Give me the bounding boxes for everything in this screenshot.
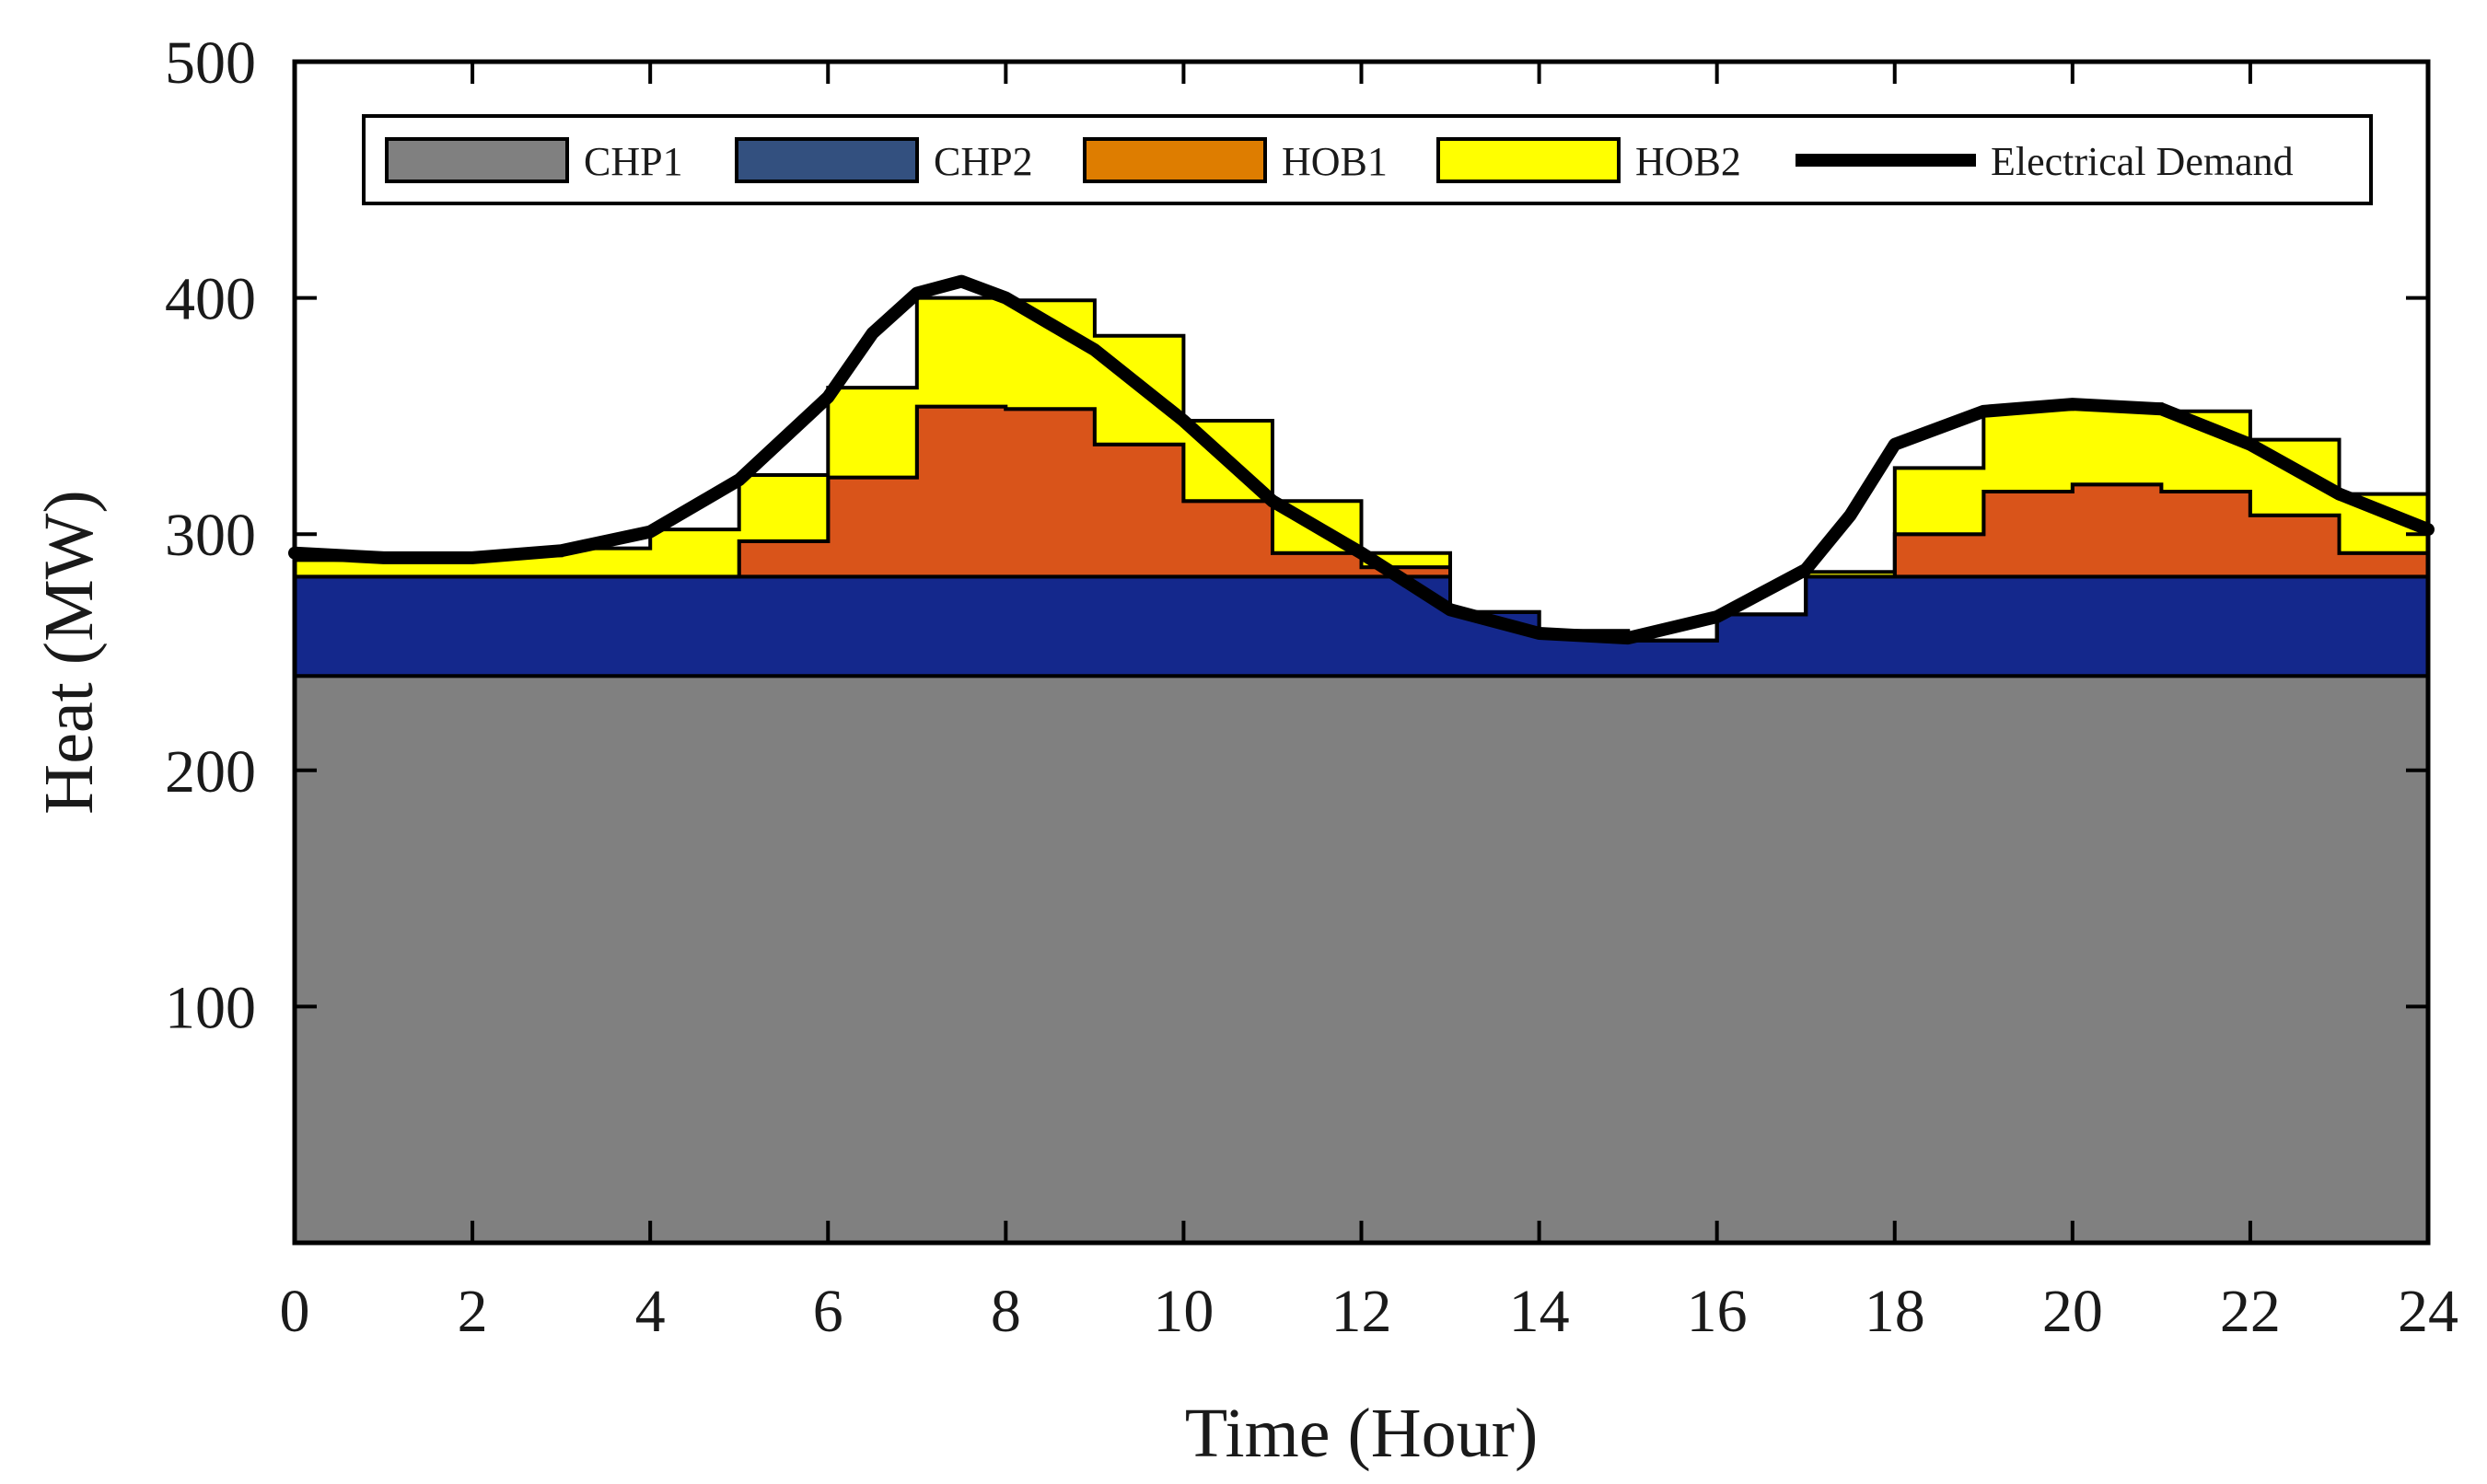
legend-label: HOB1 [1282, 139, 1388, 184]
legend-swatch-chp1 [385, 137, 569, 183]
area-chp2 [293, 574, 2430, 678]
legend: CHP1 CHP2 HOB1 HOB2 Electrical Demand [362, 114, 2373, 205]
y-tick-label: 500 [165, 29, 256, 97]
electrical-demand-line [288, 274, 2435, 645]
y-tick-label: 400 [165, 266, 256, 333]
x-axis-label: Time (Hour) [1185, 1395, 1539, 1472]
legend-label: Electrical Demand [1991, 139, 2294, 184]
legend-label: HOB2 [1635, 139, 1741, 184]
legend-swatch-hob2 [1436, 137, 1621, 183]
x-tick-label: 18 [1865, 1278, 1925, 1345]
x-tick-label: 8 [991, 1278, 1021, 1345]
x-tick-label: 22 [2220, 1278, 2281, 1345]
x-tick-label: 0 [280, 1278, 310, 1345]
x-tick-label: 24 [2398, 1278, 2458, 1345]
x-tick-label: 6 [813, 1278, 843, 1345]
x-tick-label: 14 [1509, 1278, 1570, 1345]
legend-label: CHP2 [934, 139, 1033, 184]
area-chp1 [293, 674, 2430, 1245]
x-tick-label: 12 [1331, 1278, 1392, 1345]
legend-box [362, 114, 2373, 205]
electrical-demand-line-path [288, 274, 2435, 645]
x-tick-label: 16 [1687, 1278, 1748, 1345]
x-tick-label: 2 [458, 1278, 488, 1345]
legend-label: CHP1 [584, 139, 683, 184]
y-tick-label: 100 [165, 974, 256, 1041]
y-axis-ticks: 100 200 300 400 500 [165, 29, 2428, 1041]
x-tick-label: 10 [1153, 1278, 1214, 1345]
y-tick-label: 200 [165, 738, 256, 806]
legend-swatch-chp2 [735, 137, 919, 183]
y-tick-label: 300 [165, 502, 256, 569]
y-axis-label: Heat (MW) [30, 490, 108, 814]
x-tick-label: 20 [2042, 1278, 2103, 1345]
x-tick-label: 4 [635, 1278, 666, 1345]
legend-swatch-hob1 [1083, 137, 1267, 183]
x-axis-ticks: 0 2 4 6 8 10 12 14 16 18 20 22 24 [280, 62, 2458, 1345]
